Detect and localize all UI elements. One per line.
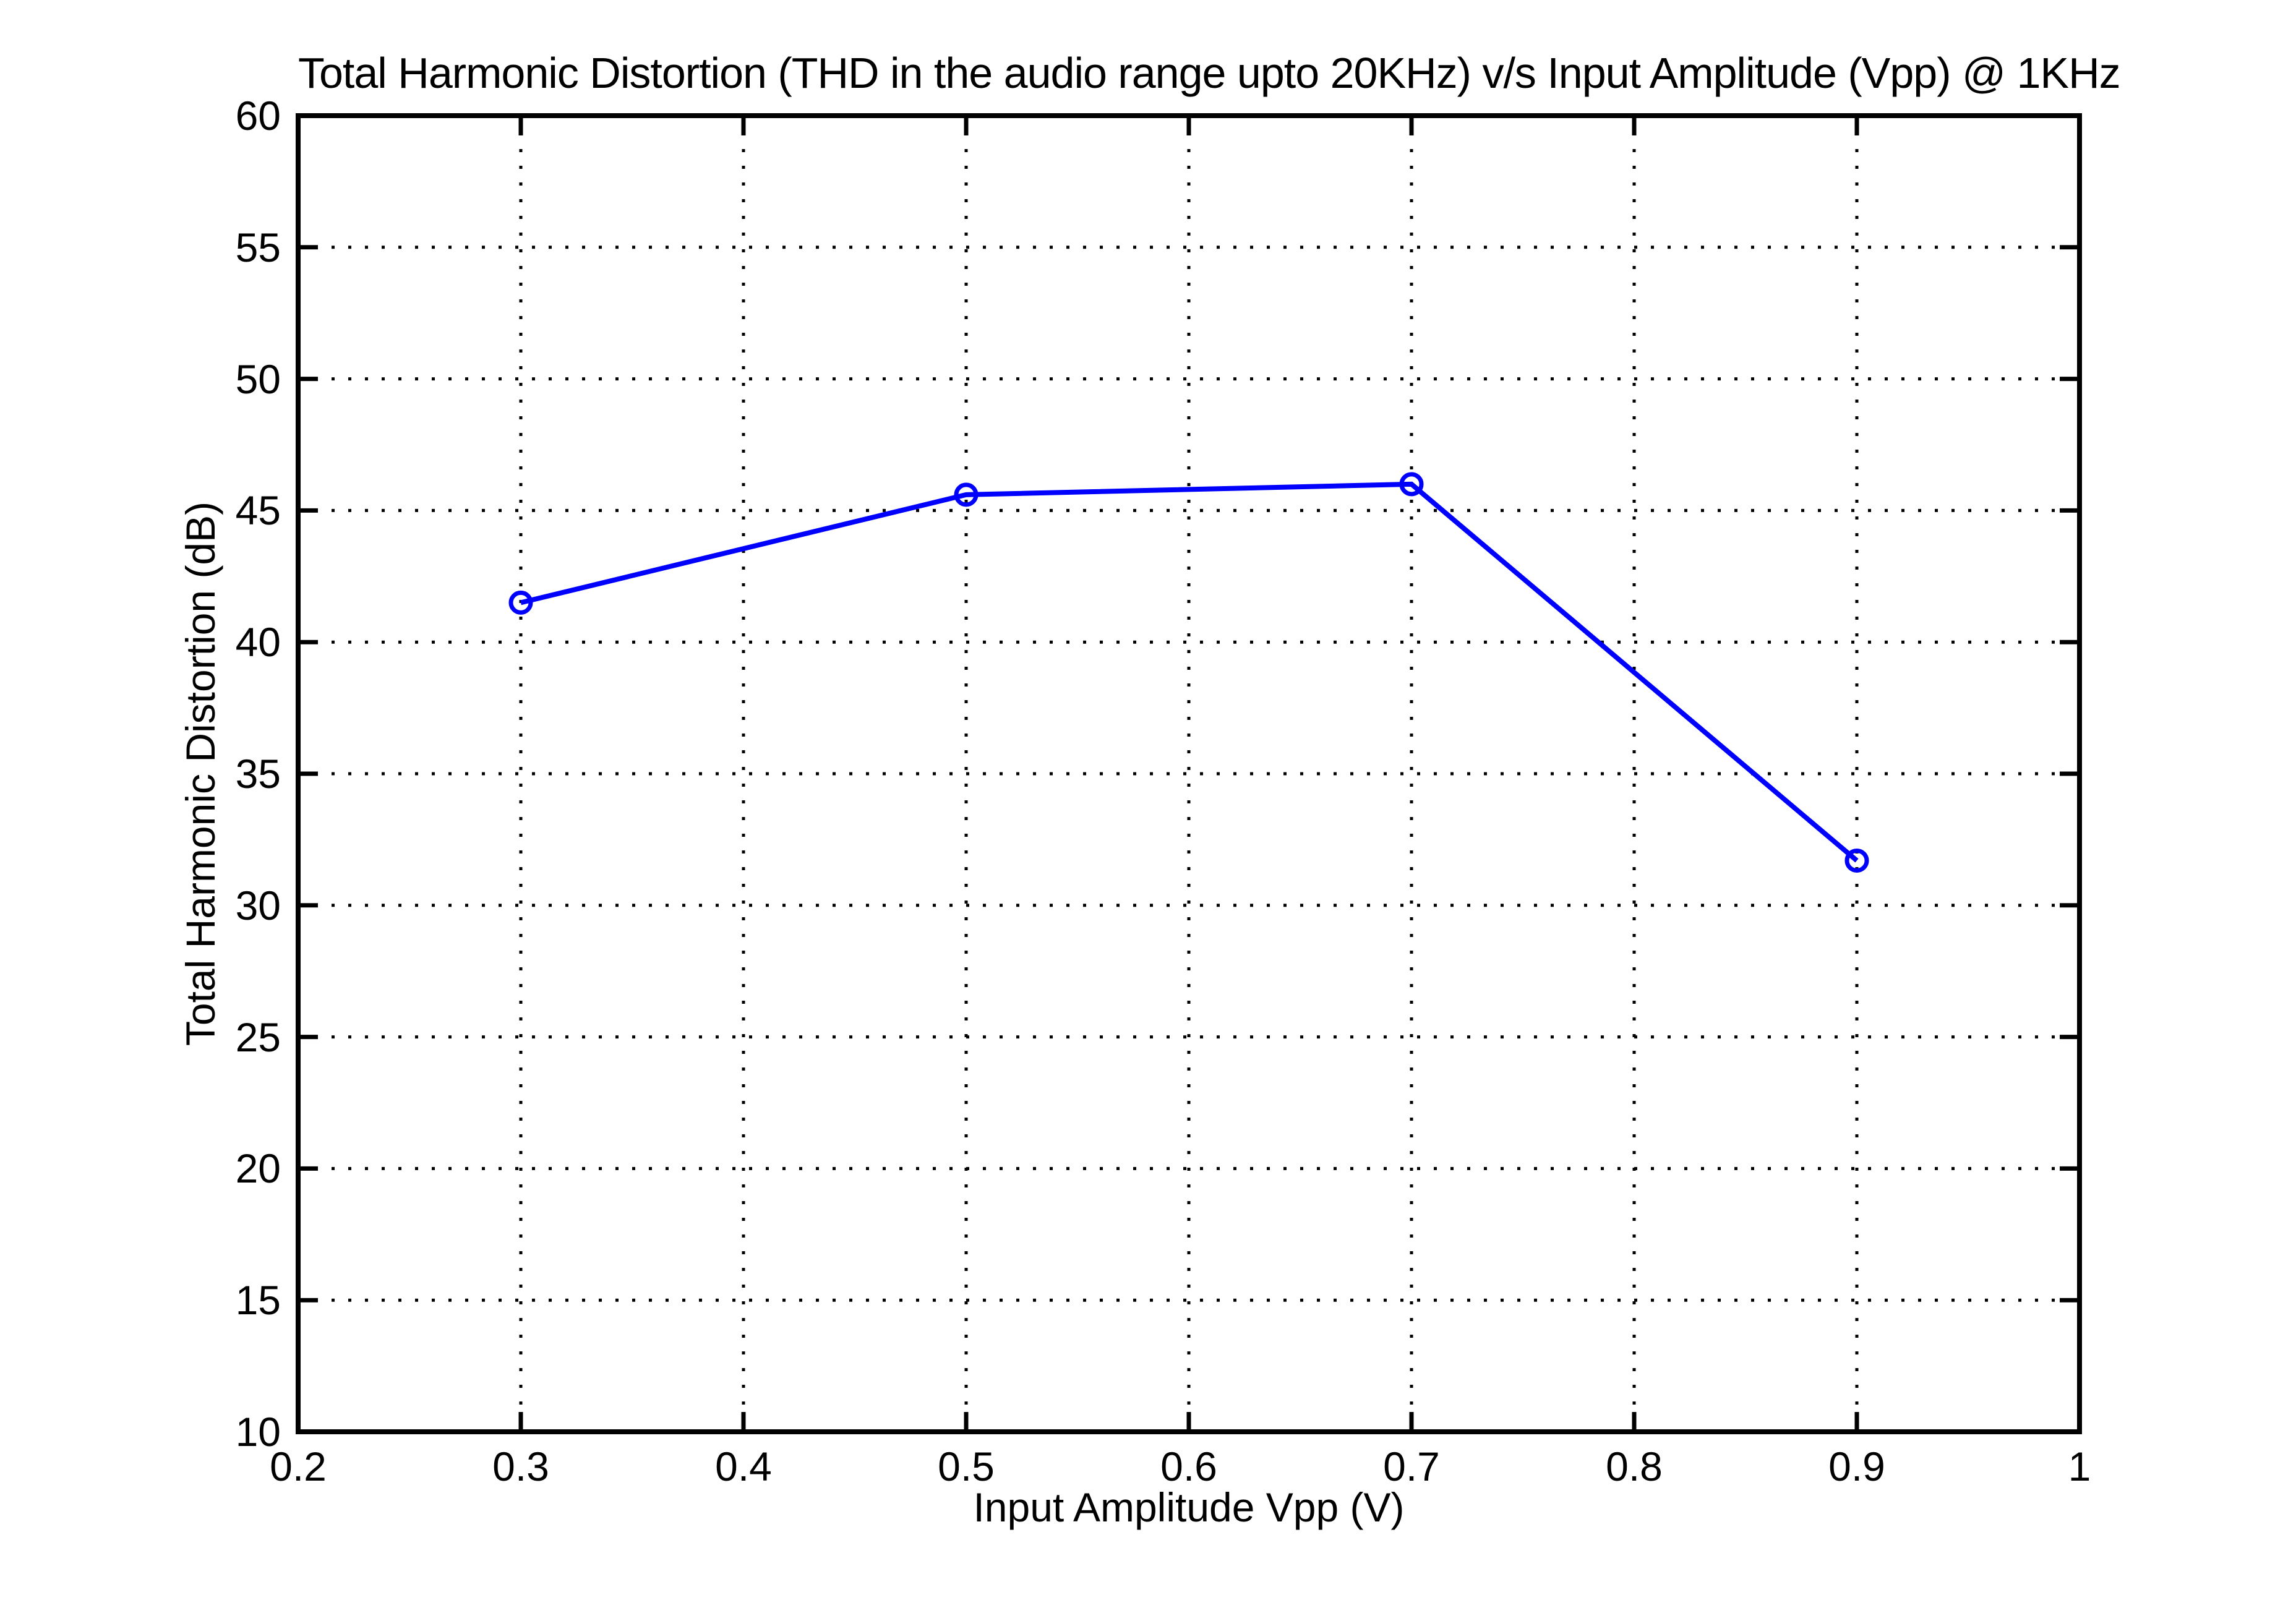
x-tick-label: 0.4 xyxy=(715,1444,772,1489)
y-tick-label: 40 xyxy=(235,619,281,665)
x-axis-label: Input Amplitude Vpp (V) xyxy=(973,1484,1405,1530)
y-tick-label: 55 xyxy=(235,224,281,270)
data-markers xyxy=(508,472,1869,873)
y-tick-label: 45 xyxy=(235,487,281,534)
thd-line xyxy=(520,481,1859,863)
data-point-marker xyxy=(954,482,979,507)
data-point-marker xyxy=(1399,472,1424,497)
y-tick-label: 25 xyxy=(235,1014,281,1060)
y-tick-label: 15 xyxy=(235,1277,281,1324)
data-series xyxy=(520,481,1859,863)
y-tick-label: 30 xyxy=(235,882,281,928)
y-tick-label: 20 xyxy=(235,1145,281,1192)
x-tick-label: 0.2 xyxy=(270,1444,327,1489)
y-tick-label: 10 xyxy=(235,1409,281,1455)
y-tick-label: 60 xyxy=(235,93,281,139)
data-point-marker xyxy=(1844,848,1869,873)
x-tick-label: 0.5 xyxy=(938,1444,995,1489)
data-point-marker xyxy=(508,590,533,615)
x-tick-label: 1 xyxy=(2068,1444,2091,1489)
plot-border xyxy=(296,113,2082,1434)
axis-ticks xyxy=(296,113,2082,1434)
grid-lines xyxy=(298,116,2080,1432)
axes-box xyxy=(296,113,2082,1434)
chart-title: Total Harmonic Distortion (THD in the au… xyxy=(298,49,2121,97)
y-tick-label: 35 xyxy=(235,751,281,797)
x-tick-label: 0.8 xyxy=(1606,1444,1663,1489)
y-tick-label: 50 xyxy=(235,356,281,402)
x-tick-label: 0.7 xyxy=(1383,1444,1440,1489)
x-tick-label: 0.3 xyxy=(492,1444,549,1489)
x-tick-label: 0.9 xyxy=(1828,1444,1885,1489)
x-tick-label: 0.6 xyxy=(1160,1444,1217,1489)
